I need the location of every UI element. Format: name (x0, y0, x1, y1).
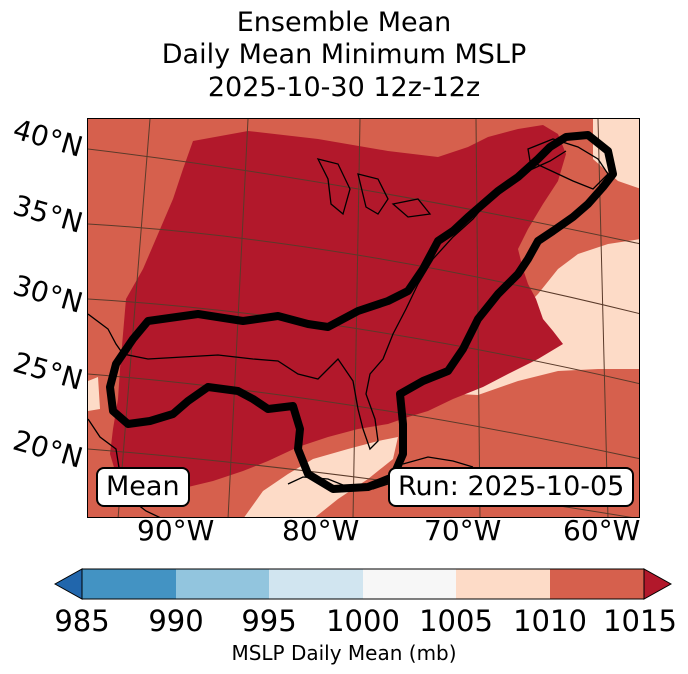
lon-label-60w: 60°W (563, 514, 641, 547)
lon-label-90w: 90°W (137, 514, 215, 547)
colorbar-segment-1005-1010 (456, 569, 550, 599)
colorbar-extend-low (54, 568, 83, 600)
mslp-contour (106, 131, 617, 493)
map-svg (88, 119, 639, 517)
map-panel (87, 118, 640, 518)
colorbar (54, 568, 672, 600)
mean-label: Mean (96, 467, 190, 507)
lon-label-70w: 70°W (424, 514, 502, 547)
colorbar-tick-1015: 1015 (603, 604, 677, 638)
title-line-1: Ensemble Mean (236, 7, 452, 38)
colorbar-tick-990: 990 (148, 604, 204, 638)
colorbar-segment-1010-1015 (550, 569, 644, 599)
colorbar-segment-995-1000 (269, 569, 363, 599)
lat-label-30: 30°N (9, 268, 87, 320)
colorbar-extend-high (643, 568, 672, 600)
colorbar-segment-990-995 (176, 569, 269, 599)
lon-label-80w: 80°W (282, 514, 360, 547)
field-1005-1010-south (244, 437, 398, 517)
title-line-3: 2025-10-30 12z-12z (207, 72, 481, 103)
colorbar-label: MSLP Daily Mean (mb) (231, 641, 457, 665)
colorbar-segment-985-990 (82, 569, 176, 599)
field-1015-plus (110, 125, 566, 489)
title-line-2: Daily Mean Minimum MSLP (161, 39, 527, 70)
colorbar-tick-1000: 1000 (326, 604, 400, 638)
field-1005-1010-northeast (593, 119, 639, 189)
field-1005-1010-west (88, 377, 100, 411)
colorbar-segment-1000-1005 (363, 569, 456, 599)
lat-label-35: 35°N (9, 188, 87, 240)
lat-label-25: 25°N (9, 345, 87, 397)
colorbar-tick-1005: 1005 (419, 604, 493, 638)
run-date-label: Run: 2025-10-05 (388, 467, 635, 507)
colorbar-tick-1010: 1010 (513, 604, 587, 638)
colorbar-tick-985: 985 (54, 604, 110, 638)
lat-label-20: 20°N (9, 423, 87, 475)
colorbar-tick-995: 995 (241, 604, 297, 638)
lat-label-40: 40°N (9, 112, 87, 164)
